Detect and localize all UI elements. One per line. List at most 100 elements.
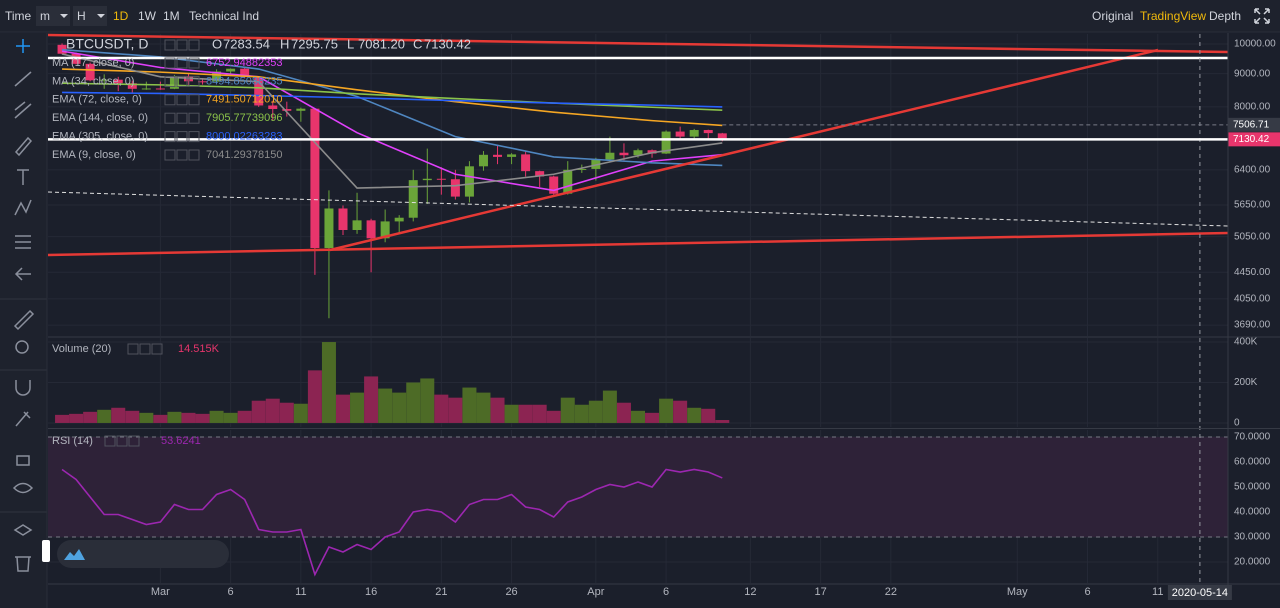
- candle-body: [633, 150, 643, 156]
- legend-icon[interactable]: [164, 57, 176, 69]
- legend-icon[interactable]: [104, 435, 116, 447]
- legend-icon[interactable]: [176, 57, 188, 69]
- legend-icon[interactable]: [139, 343, 151, 355]
- volume-bar: [195, 413, 210, 423]
- legend-icon[interactable]: [188, 57, 200, 69]
- volume-bar: [518, 404, 533, 423]
- toolbar-button[interactable]: m: [40, 9, 50, 23]
- x-tick-label: 12: [744, 586, 756, 598]
- volume-bar: [602, 390, 617, 423]
- x-tick-label: 11: [1152, 586, 1163, 598]
- legend-icon[interactable]: [164, 149, 176, 161]
- view-tab[interactable]: Original: [1092, 9, 1133, 23]
- legend-icon[interactable]: [188, 131, 200, 143]
- legend-icon[interactable]: [188, 94, 200, 106]
- volume-bar: [588, 400, 603, 423]
- legend-icon[interactable]: [176, 112, 188, 124]
- legend-icon[interactable]: [164, 112, 176, 124]
- volume-bar: [659, 398, 674, 423]
- indicator-legend-name: MA (17, close, 0): [52, 57, 135, 69]
- y-tick-label: 9000.00: [1234, 68, 1271, 79]
- crosshair-label-box: [1167, 585, 1232, 600]
- trend-line: [47, 231, 1229, 257]
- view-tab[interactable]: Depth: [1209, 9, 1241, 23]
- toolbar-button[interactable]: 1W: [138, 9, 157, 23]
- trend-tool[interactable]: [14, 71, 32, 87]
- volume-bar: [55, 414, 70, 423]
- candle-body: [198, 81, 208, 83]
- candle-body: [591, 159, 601, 169]
- y-tick-label: 200K: [1234, 377, 1258, 388]
- legend-icon[interactable]: [188, 149, 200, 161]
- legend-icon[interactable]: [116, 435, 128, 447]
- zoom-tool[interactable]: [15, 340, 29, 354]
- legend-icon[interactable]: [176, 75, 188, 87]
- dropdown-box[interactable]: [36, 6, 70, 26]
- fullscreen-button[interactable]: [1254, 8, 1270, 24]
- legend-icon[interactable]: [151, 343, 163, 355]
- toolbar-button[interactable]: 1M: [163, 9, 180, 23]
- ruler-tool[interactable]: [13, 309, 35, 331]
- panel-toggle[interactable]: [42, 540, 50, 562]
- candle-body: [394, 217, 404, 222]
- lock-tool[interactable]: [16, 455, 30, 466]
- brush-tool[interactable]: [14, 136, 33, 157]
- delete-tool[interactable]: [15, 556, 31, 572]
- indicator-legend-value: 7491.50712010: [206, 94, 282, 106]
- x-tick-label: 26: [505, 586, 517, 598]
- toolbar-button[interactable]: Time: [5, 9, 32, 23]
- magnet-tool[interactable]: [15, 380, 31, 396]
- candle-body: [155, 88, 165, 90]
- legend-icon[interactable]: [188, 75, 200, 87]
- candle-body: [85, 63, 95, 81]
- symbol-title[interactable]: BTCUSDT, D: [66, 36, 148, 52]
- indicator-legend-name: EMA (144, close, 0): [52, 112, 148, 124]
- ohlc-letter: C: [413, 36, 422, 51]
- toolbar-button[interactable]: Technical Ind: [189, 9, 259, 23]
- legend-icon[interactable]: [176, 149, 188, 161]
- stay-drawing-tool[interactable]: [15, 411, 31, 427]
- visibility-tool[interactable]: [12, 482, 34, 494]
- volume-bar: [378, 388, 393, 423]
- dashed-trend-line: [47, 191, 1229, 227]
- legend-icon[interactable]: [127, 343, 139, 355]
- legend-icon[interactable]: [176, 39, 188, 51]
- toolbar-button[interactable]: 1D: [113, 9, 129, 23]
- legend-icon[interactable]: [164, 75, 176, 87]
- marks-layer: [55, 43, 730, 577]
- legend-icon[interactable]: [188, 39, 200, 51]
- view-tab[interactable]: TradingView: [1140, 9, 1206, 23]
- measure-tool[interactable]: [15, 235, 31, 249]
- layers-tool[interactable]: [13, 524, 33, 536]
- indicator-legend-name: EMA (9, close, 0): [52, 149, 136, 161]
- crosshair-tool[interactable]: [16, 39, 30, 53]
- dropdown-caret: [97, 14, 105, 18]
- ohlc-value: 7295.75: [291, 36, 338, 51]
- candle-body: [436, 178, 446, 180]
- indicator-legend-name: MA (34, close, 0): [52, 75, 135, 87]
- volume-bar: [321, 342, 336, 423]
- volume-bar: [223, 412, 238, 423]
- dropdown-box[interactable]: [73, 6, 107, 26]
- fib-tool[interactable]: [14, 101, 32, 119]
- legend-icon[interactable]: [176, 131, 188, 143]
- legend-icon[interactable]: [176, 94, 188, 106]
- watermark-badge: [57, 540, 229, 568]
- legend-icon[interactable]: [188, 112, 200, 124]
- volume-bar: [293, 403, 308, 423]
- pattern-tool[interactable]: [14, 199, 32, 216]
- legend-icon[interactable]: [164, 131, 176, 143]
- legend-icon[interactable]: [128, 435, 140, 447]
- back-tool[interactable]: [14, 267, 31, 281]
- volume-bar: [153, 414, 168, 423]
- legend-icon[interactable]: [164, 94, 176, 106]
- legend-icon[interactable]: [164, 39, 176, 51]
- volume-bar: [560, 397, 575, 423]
- toolbar-button[interactable]: H: [77, 9, 86, 23]
- panel-separators: [48, 33, 1280, 600]
- volume-bar: [715, 420, 730, 423]
- volume-bar: [181, 412, 196, 423]
- x-tick-label: 11: [295, 586, 306, 598]
- candle-body: [338, 208, 348, 230]
- text-tool[interactable]: [17, 169, 29, 185]
